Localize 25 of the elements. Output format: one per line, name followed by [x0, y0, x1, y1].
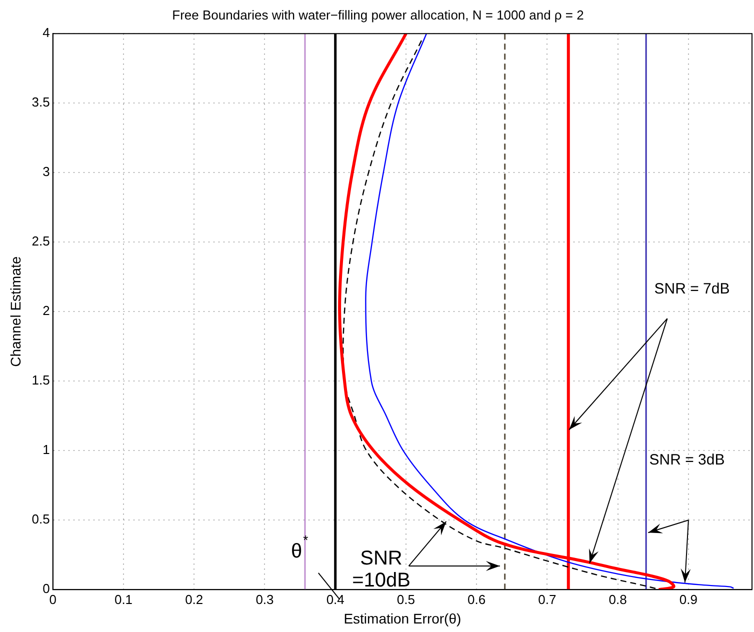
x-tick-label: 0.4 [326, 592, 344, 607]
annotation: θ* [290, 532, 308, 563]
y-tick-label: 0.5 [32, 512, 50, 527]
y-tick-label: 2 [42, 303, 50, 318]
x-tick-label: 0.9 [679, 592, 698, 607]
chart-title: Free Boundaries with water−filling power allocation, N = 1000 and ρ = 2 [172, 7, 584, 22]
y-tick-label: 1 [42, 442, 50, 458]
y-tick-label: 4 [42, 25, 50, 40]
x-tick-label: 0.1 [114, 592, 133, 607]
x-tick-label: 0.3 [256, 592, 274, 607]
y-axis-title: Channel Estimate [7, 256, 24, 367]
y-tick-label: 1.5 [32, 372, 50, 388]
y-tick-label: 0 [42, 581, 50, 596]
y-tick-label: 3 [42, 164, 50, 180]
x-axis-title: Estimation Error(θ) [344, 610, 462, 626]
x-tick-label: 0.6 [468, 592, 486, 607]
y-tick-label: 2.5 [32, 234, 50, 249]
annotation: SNR = 7dB [654, 280, 730, 298]
annotation: SNR = 3dB [649, 451, 725, 468]
annotation: SNR =10dB [352, 548, 410, 592]
x-tick-label: 0.5 [396, 592, 416, 607]
x-tick-label: 0.2 [185, 592, 204, 607]
x-tick-label: 0.7 [538, 592, 556, 607]
x-tick-label: 0.8 [608, 592, 627, 607]
y-tick-label: 3.5 [32, 94, 50, 110]
